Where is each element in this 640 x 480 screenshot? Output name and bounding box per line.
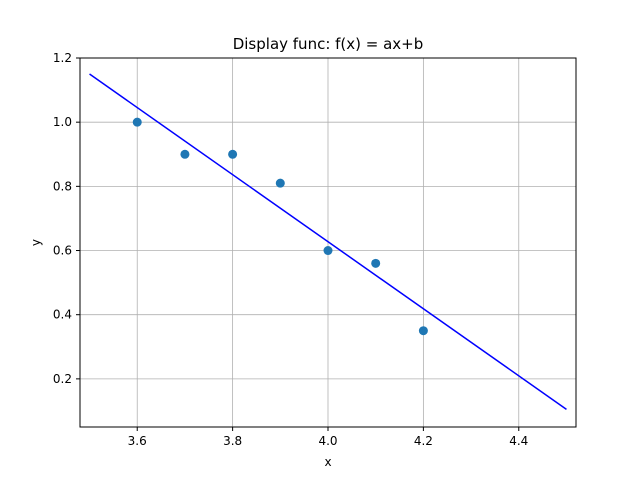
fit-line (89, 73, 567, 410)
scatter-point (180, 149, 190, 159)
y-tick-label: 1.0 (53, 115, 72, 129)
x-tick-label: 3.6 (128, 434, 147, 448)
x-tick-label: 4.2 (414, 434, 433, 448)
scatter-point (275, 178, 285, 188)
x-axis-label: x (324, 455, 331, 469)
chart-title: Display func: f(x) = ax+b (233, 35, 424, 53)
scatter-point (323, 246, 333, 256)
scatter-point (418, 326, 428, 336)
x-tick-label: 4.4 (509, 434, 528, 448)
y-tick-label: 0.4 (53, 308, 72, 322)
y-axis-label: y (29, 239, 43, 246)
x-tick-label: 4.0 (318, 434, 337, 448)
y-tick-label: 1.2 (53, 51, 72, 65)
y-tick-label: 0.8 (53, 179, 72, 193)
scatter-point (371, 258, 381, 268)
y-tick-label: 0.2 (53, 372, 72, 386)
ticks: 3.6 3.8 4.0 4.2 4.4 0.2 0.4 0.6 0.8 1.0 1.2 (53, 51, 528, 448)
plot-content (89, 73, 567, 410)
y-tick-label: 0.6 (53, 244, 72, 258)
x-tick-label: 3.8 (223, 434, 242, 448)
scatter-point (132, 117, 142, 127)
scatter-point (228, 149, 238, 159)
